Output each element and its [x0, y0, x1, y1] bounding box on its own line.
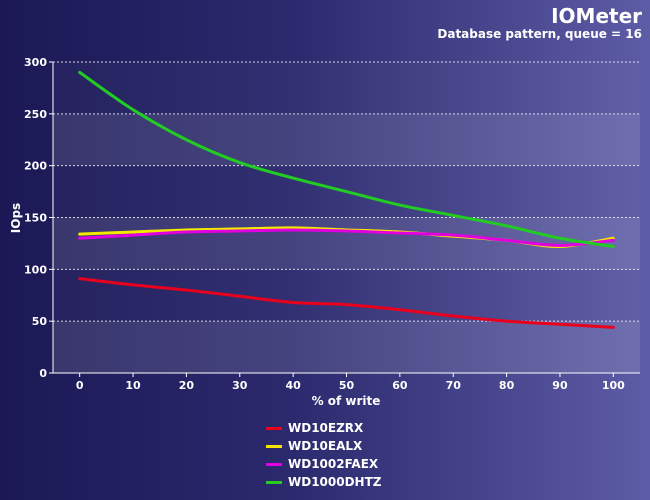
legend-item: WD10EZRX: [266, 420, 382, 436]
x-tick-label: 40: [285, 379, 301, 392]
plot-band: [53, 217, 640, 270]
x-tick-label: 70: [446, 379, 462, 392]
y-tick-label: 150: [24, 212, 47, 225]
legend-label: WD10EZRX: [288, 421, 364, 435]
x-tick-label: 90: [552, 379, 568, 392]
legend-item: WD1000DHTZ: [266, 474, 382, 490]
legend-swatch: [266, 444, 282, 448]
y-tick-label: 250: [24, 108, 47, 121]
series-line-wd10ezrx: [78, 277, 615, 329]
plot-band: [53, 269, 640, 321]
plot-band: [53, 62, 640, 114]
y-tick-label: 50: [32, 315, 48, 328]
legend-label: WD10EALX: [288, 439, 363, 453]
x-tick-label: 50: [339, 379, 355, 392]
chart-title: IOMeter: [551, 4, 642, 28]
x-tick-label: 20: [179, 379, 195, 392]
x-axis-label: % of write: [312, 394, 381, 408]
plot-band: [53, 113, 640, 166]
x-tick-label: 30: [232, 379, 248, 392]
y-tick-label: 100: [24, 263, 47, 276]
y-tick-label: 200: [24, 160, 47, 173]
chart-legend: WD10EZRX WD10EALX WD1002FAEX WD1000DHTZ: [266, 420, 382, 492]
x-tick-label: 60: [392, 379, 408, 392]
x-tick-label: 80: [499, 379, 515, 392]
legend-swatch: [266, 462, 282, 466]
y-axis-label: IOps: [9, 203, 23, 233]
legend-item: WD10EALX: [266, 438, 382, 454]
legend-swatch: [266, 426, 282, 430]
legend-label: WD1002FAEX: [288, 457, 379, 471]
series-line-wd1000dhtz: [78, 70, 615, 249]
x-tick-label: 10: [125, 379, 141, 392]
x-tick-label: 100: [602, 379, 625, 392]
series-line-wd1002faex: [78, 228, 615, 247]
y-tick-label: 0: [39, 367, 47, 380]
legend-item: WD1002FAEX: [266, 456, 382, 472]
x-tick-label: 0: [76, 379, 84, 392]
plot-band: [53, 321, 640, 373]
y-tick-label: 300: [24, 56, 47, 69]
chart-subtitle: Database pattern, queue = 16: [437, 27, 642, 41]
legend-swatch: [266, 480, 282, 484]
legend-label: WD1000DHTZ: [288, 475, 382, 489]
